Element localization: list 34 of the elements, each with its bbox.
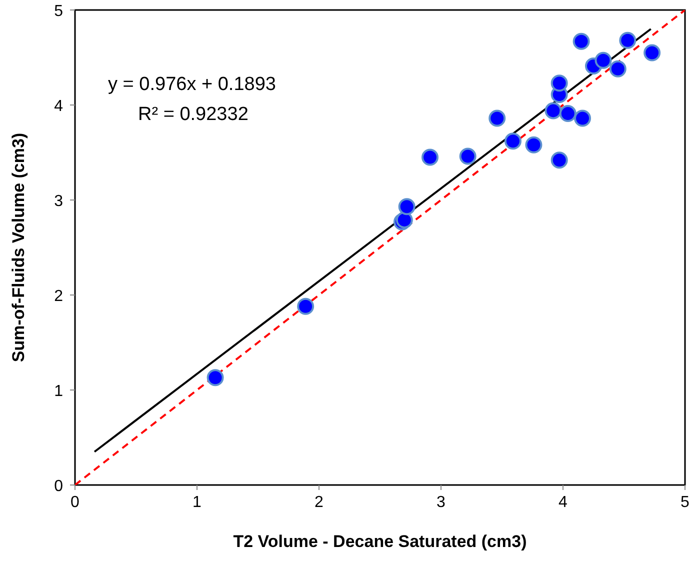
y-tick-label: 5 xyxy=(54,3,64,20)
point xyxy=(559,105,576,122)
x-tick-label: 4 xyxy=(558,494,568,511)
point xyxy=(619,32,636,49)
point xyxy=(574,110,592,127)
annotation: y = 0.976x + 0.1893 xyxy=(108,74,276,95)
point xyxy=(550,152,568,169)
point xyxy=(644,44,661,62)
x-axis-title: T2 Volume - Decane Saturated (cm3) xyxy=(233,532,527,551)
point xyxy=(422,148,439,166)
y-tick-label: 2 xyxy=(54,288,64,305)
point xyxy=(609,60,626,78)
y-tick-label: 0 xyxy=(54,478,64,495)
point xyxy=(572,32,590,50)
annotation: R² = 0.92332 xyxy=(138,104,248,125)
x-tick-label: 0 xyxy=(70,494,80,511)
point xyxy=(398,198,416,216)
point xyxy=(504,132,522,150)
point xyxy=(297,298,314,315)
x-tick-label: 1 xyxy=(192,494,202,511)
x-tick-label: 2 xyxy=(314,494,324,511)
x-tick-label: 5 xyxy=(680,494,690,511)
y-tick-label: 4 xyxy=(54,98,64,115)
y-axis-title: Sum-of-Fluids Volume (cm3) xyxy=(9,132,28,362)
y-tick-label: 3 xyxy=(54,193,64,210)
point xyxy=(459,148,476,165)
point xyxy=(594,52,612,69)
point xyxy=(550,74,568,92)
point xyxy=(488,110,506,127)
point xyxy=(206,369,224,386)
point xyxy=(544,102,562,120)
x-tick-label: 3 xyxy=(436,494,446,511)
y-tick-label: 1 xyxy=(54,383,64,400)
point xyxy=(525,136,542,154)
